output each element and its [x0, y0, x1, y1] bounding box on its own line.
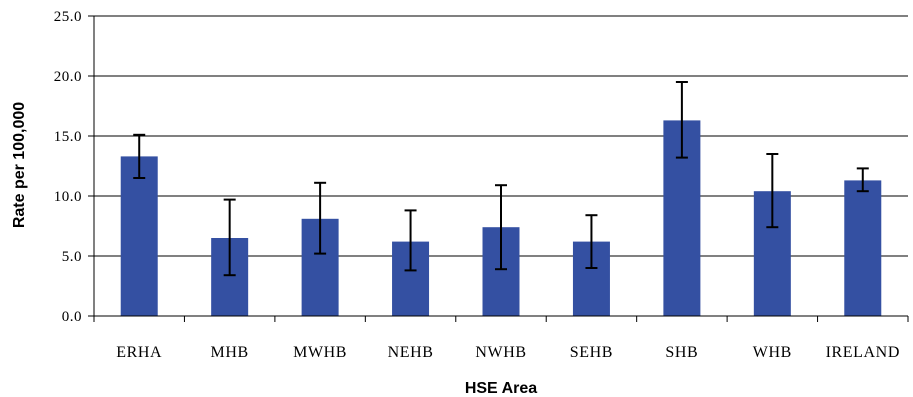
x-tick-labels: ERHA MHB MWHB NEHB NWHB SEHB SHB WHB IRELAND — [116, 344, 900, 361]
y-tick-label: 5.0 — [62, 249, 82, 265]
x-tick-label: NEHB — [388, 344, 434, 361]
axes — [88, 15, 909, 322]
x-axis-title: HSE Area — [465, 380, 537, 397]
x-tick-label: MWHB — [293, 344, 347, 361]
bar-ireland — [844, 180, 882, 316]
error-bars — [133, 81, 869, 277]
y-tick-label: 10.0 — [54, 189, 82, 205]
x-tick-label: NWHB — [475, 344, 526, 361]
y-tick-label: 25.0 — [54, 9, 82, 25]
bar-erha — [120, 156, 158, 316]
bars — [120, 120, 882, 317]
y-tick-label: 15.0 — [54, 129, 82, 145]
y-tick-label: 0.0 — [62, 309, 82, 325]
x-tick-label: SEHB — [570, 344, 613, 361]
y-tick-label: 20.0 — [54, 69, 82, 85]
x-tick-label: ERHA — [116, 344, 162, 361]
y-tick-labels: 0.0 5.0 10.0 15.0 20.0 25.0 — [54, 9, 82, 325]
x-tick-label: MHB — [211, 344, 249, 361]
x-tick-label: IRELAND — [826, 344, 900, 361]
y-axis-title: Rate per 100,000 — [11, 102, 28, 228]
x-tick-label: WHB — [753, 344, 792, 361]
x-tick-label: SHB — [665, 344, 698, 361]
